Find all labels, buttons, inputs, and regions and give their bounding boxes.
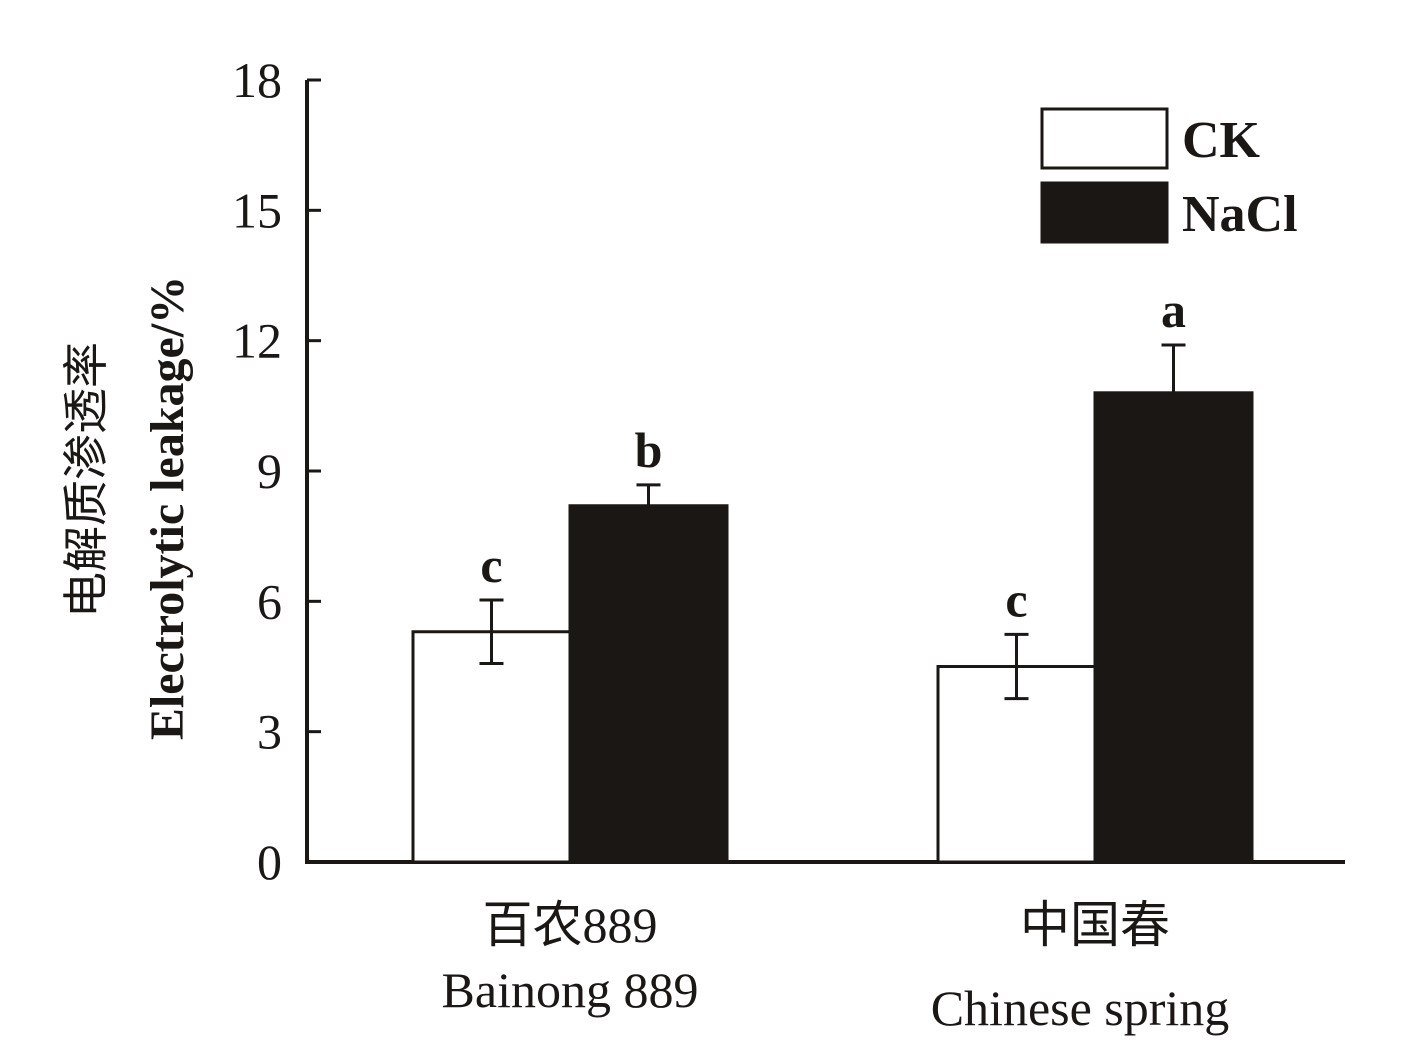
legend-label-nacl: NaCl	[1182, 186, 1298, 243]
legend-swatch-ck	[1040, 107, 1169, 170]
significance-letter: b	[635, 422, 663, 478]
y-axis-label-cn: 电解质渗透率	[61, 342, 112, 618]
y-tick-label: 15	[232, 182, 282, 238]
y-axis-label: Electrolytic leakage/%	[141, 276, 194, 740]
y-tick-label: 0	[257, 834, 282, 890]
significance-letter: c	[480, 537, 502, 593]
x-tick-label: Chinese spring	[931, 980, 1230, 1036]
bar-nacl	[568, 504, 729, 864]
y-tick-label: 6	[257, 573, 282, 629]
bar-nacl	[1093, 391, 1254, 864]
y-tick-label: 12	[232, 313, 282, 369]
legend-label-ck: CK	[1182, 112, 1261, 169]
significance-letter: a	[1161, 282, 1186, 338]
legend-swatch-nacl	[1040, 181, 1169, 244]
x-tick-label-cn: 百农889	[483, 897, 658, 953]
x-tick-label-cn: 中国春	[1020, 897, 1170, 953]
y-tick-label: 18	[232, 52, 282, 108]
y-tick-label: 3	[257, 704, 282, 760]
y-tick-label: 9	[257, 443, 282, 499]
x-tick-label: Bainong 889	[442, 962, 699, 1018]
significance-letter: c	[1005, 571, 1027, 627]
bar-ck	[411, 630, 572, 864]
